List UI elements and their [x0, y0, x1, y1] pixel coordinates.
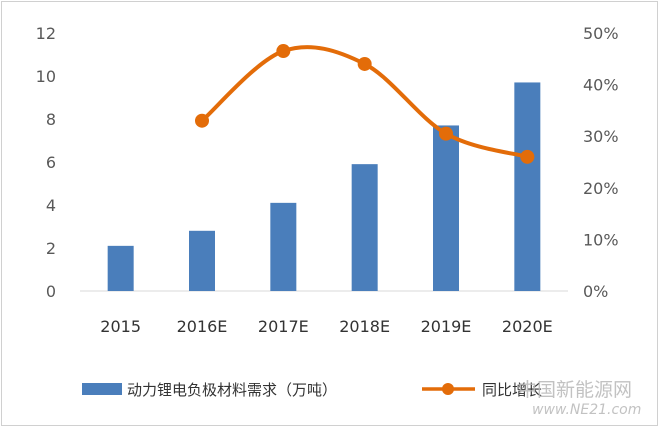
watermark-title: 中国新能源网 [518, 379, 632, 401]
y-left-tick-label: 6 [46, 153, 56, 172]
axes: 0 2 4 6 8 10 12 0% 10% 20% 30% 40% 50% 2015 2016E 2017E… [36, 24, 619, 336]
bar-series [107, 82, 541, 291]
y-left-tick-label: 0 [46, 282, 56, 301]
bar [107, 245, 134, 291]
bar [433, 125, 459, 291]
x-tick-label: 2016E [177, 317, 228, 336]
x-tick-label: 2017E [258, 317, 309, 336]
y-right-tick-label: 30% [583, 127, 619, 146]
watermark: 中国新能源网 www.NE21.com [518, 379, 641, 418]
growth-point [276, 44, 291, 59]
growth-point [195, 113, 209, 128]
x-tick-label: 2015 [100, 317, 141, 336]
y-left-tick-label: 2 [46, 239, 56, 258]
legend-line-label: 同比增长 [482, 381, 542, 399]
legend-line-marker [442, 383, 454, 395]
x-tick-label: 2019E [421, 317, 472, 336]
y-right-tick-label: 40% [583, 76, 619, 95]
y-right-tick-label: 10% [583, 230, 619, 249]
y-left-tick-label: 4 [46, 196, 56, 215]
growth-point [439, 126, 453, 141]
y-right-tick-label: 20% [583, 179, 619, 198]
growth-point [357, 56, 372, 71]
legend-bar-label: 动力锂电负极材料需求（万吨） [127, 381, 337, 399]
bar [514, 82, 541, 291]
y-left-tick-label: 12 [36, 24, 56, 43]
bar [270, 202, 297, 291]
line-series [195, 44, 535, 164]
legend-bar-swatch [82, 383, 122, 395]
y-left-tick-label: 8 [46, 110, 56, 129]
bar [189, 230, 215, 291]
legend: 动力锂电负极材料需求（万吨） 同比增长 [82, 381, 542, 399]
x-tick-label: 2020E [502, 317, 553, 336]
y-right-tick-label: 0% [583, 282, 608, 301]
growth-point [520, 149, 535, 164]
y-right-tick-label: 50% [583, 24, 619, 43]
bar [351, 164, 378, 291]
watermark-url: www.NE21.com [532, 402, 641, 418]
x-tick-label: 2018E [339, 317, 390, 336]
y-left-tick-label: 10 [36, 67, 56, 86]
